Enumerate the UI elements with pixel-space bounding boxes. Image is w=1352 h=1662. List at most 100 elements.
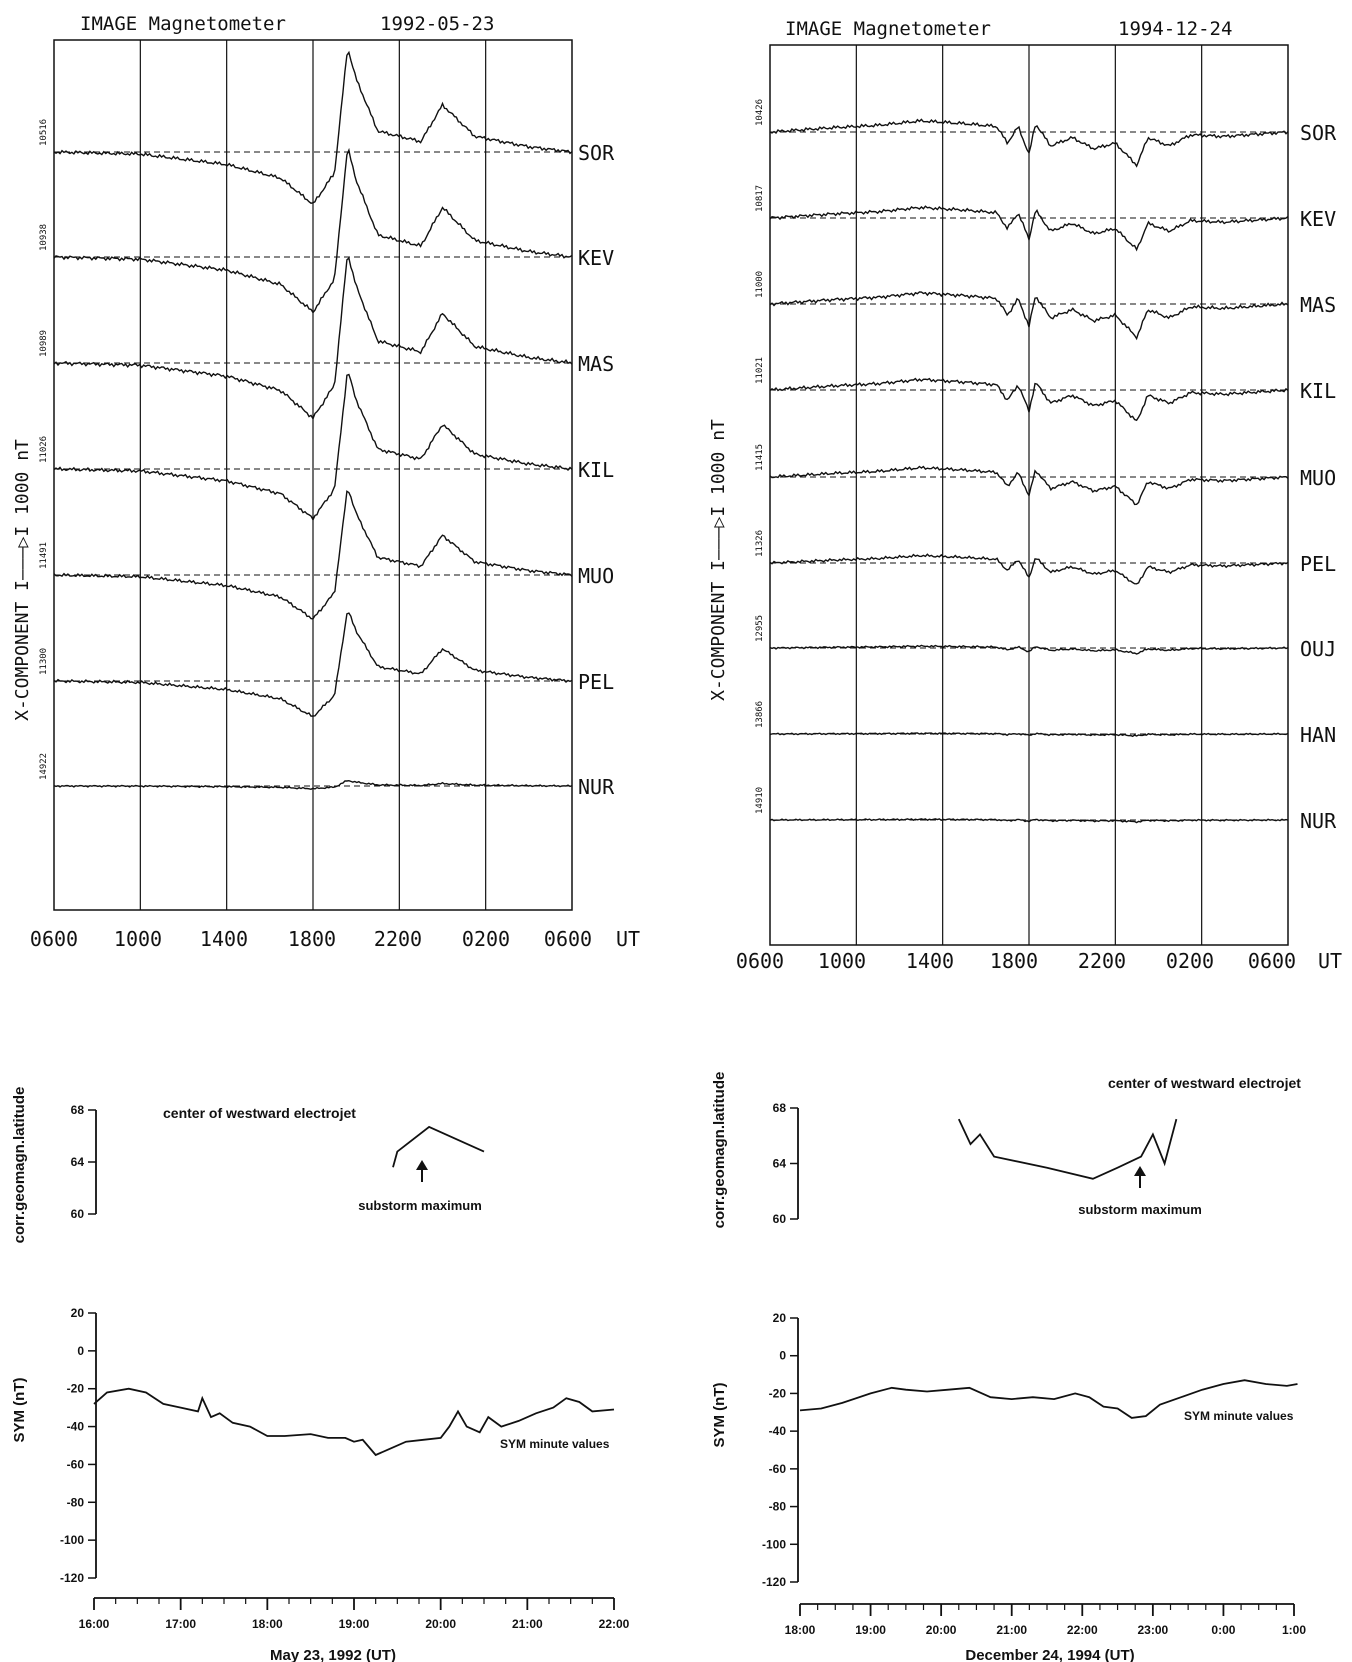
sym1-ytick: -60 [67,1457,85,1471]
mag1-xtick: 1800 [288,927,336,951]
sym2-axis: 20 0 -20 -40 -60 -80 -100 -120 18:00 19:00 20:00 21… [762,1311,1306,1637]
mag-trace-ouj [769,644,1289,655]
sym2-ytick: -60 [769,1462,787,1476]
mag2-xtick: 0200 [1166,949,1214,973]
sym1-xlabel: May 23, 1992 (UT) [270,1647,396,1662]
lat2-ylabel: corr.geomagn.latitude [711,1072,728,1229]
sym1-axis: 20 0 -20 -40 -60 -80 -100 -120 16:00 17:00 18:00 19… [60,1306,630,1631]
mag-trace-sor [769,118,1289,168]
lat2-arrow [1134,1166,1146,1188]
mag1-xtick: 1000 [114,927,162,951]
lat1-ytick: 64 [71,1155,85,1169]
station-label: KEV [578,246,614,270]
mag1-xtick: 0600 [544,927,592,951]
sym1-ytick: -100 [60,1533,84,1547]
lat1-annotation: center of westward electrojet [163,1105,356,1121]
mag2-xtick: 1400 [906,949,954,973]
station-label: HAN [1300,723,1336,747]
sym1-ytick: -120 [60,1571,84,1585]
lat-panel-1992: corr.geomagn.latitude 68 64 60 center of w… [11,1087,485,1244]
mag-trace-kev [53,147,573,314]
sym2-xtick: 23:00 [1138,1623,1169,1637]
mag-trace-muo [53,490,573,620]
lat2-axis: 68 64 60 [773,1101,799,1226]
mag-trace-han [769,732,1289,738]
lat1-series-line [392,1125,485,1168]
lat1-axis: 68 64 60 [71,1103,97,1221]
mag2-xticks: 0600 1000 1400 1800 2200 0200 0600 UT [736,949,1342,973]
station-label: KIL [1300,379,1336,403]
mag1-gridlines [139,40,487,910]
station-label: KEV [1300,207,1336,231]
station-label: PEL [1300,552,1336,576]
mag-trace-kil [769,377,1289,422]
sym2-xlabel: December 24, 1994 (UT) [965,1647,1134,1662]
mag2-title: IMAGE Magnetometer [785,18,991,40]
sym2-ylabel: SYM (nT) [711,1383,728,1448]
mag1-xtick: 2200 [374,927,422,951]
sym-panel-1994: SYM (nT) 20 0 -20 -40 -60 -80 -100 -120 18:00 19:… [711,1311,1306,1662]
sym1-xtick: 17:00 [165,1617,196,1631]
station-label: MAS [578,352,614,376]
sym1-xtick: 19:00 [339,1617,370,1631]
lat2-ytick: 64 [773,1157,787,1171]
mag-panel-1992: IMAGE Magnetometer 1992-05-23 X-COMPONEN… [12,13,640,951]
mag-trace-pel [53,612,573,717]
sym2-xtick: 19:00 [855,1623,886,1637]
mag-trace-muo [769,465,1289,506]
mag1-date: 1992-05-23 [380,13,494,35]
mag2-xtick: 1800 [990,949,1038,973]
mag-trace-pel [769,553,1289,585]
baseline-value: 10989 [39,330,49,357]
lat1-ylabel: corr.geomagn.latitude [11,1087,28,1244]
sym1-series-line [93,1387,615,1457]
mag1-title: IMAGE Magnetometer [80,13,286,35]
baseline-value: 11326 [755,530,765,557]
sym2-xtick: 18:00 [785,1623,816,1637]
sym2-ytick: 20 [773,1311,787,1325]
sym2-xtick: 21:00 [996,1623,1027,1637]
mag1-xticks: 0600 1000 1400 1800 2200 0200 0600 UT [30,927,640,951]
baseline-value: 11300 [39,648,49,675]
lat1-ytick: 60 [71,1207,85,1221]
mag2-xtick: 0600 [1248,949,1296,973]
baseline-value: 11000 [755,271,765,298]
mag2-date: 1994-12-24 [1118,18,1232,40]
sym1-ytick: 0 [77,1344,84,1358]
sym2-xtick: 0:00 [1211,1623,1235,1637]
sym1-xtick: 20:00 [425,1617,456,1631]
lat1-arrow [416,1160,428,1182]
sym2-xtick: 1:00 [1282,1623,1306,1637]
mag2-ylabel: X-COMPONENT I———▷I 1000 nT [708,419,729,701]
baseline-value: 10938 [39,224,49,251]
baseline-value: 11491 [39,542,49,569]
baseline-value: 10516 [39,119,49,146]
mag2-xunit: UT [1318,949,1342,973]
sym1-xtick: 18:00 [252,1617,283,1631]
lat2-ytick: 60 [773,1212,787,1226]
sym1-series-label: SYM minute values [500,1437,610,1451]
station-label: KIL [578,458,614,482]
mag1-xunit: UT [616,927,640,951]
mag1-ylabel: X-COMPONENT I———▷I 1000 nT [12,439,33,721]
sym2-ytick: -100 [762,1537,786,1551]
sym1-ytick: 20 [71,1306,85,1320]
sym2-xtick: 22:00 [1067,1623,1098,1637]
sym2-ytick: -80 [769,1500,787,1514]
mag-trace-mas [769,291,1289,341]
mag-trace-nur [53,779,573,791]
lat-panel-1994: corr.geomagn.latitude 68 64 60 center of w… [711,1072,1301,1229]
sym1-ytick: -20 [67,1382,85,1396]
lat2-series-line [957,1118,1178,1180]
sym1-ytick: -80 [67,1495,85,1509]
sym2-ytick: 0 [779,1349,786,1363]
mag1-xtick: 0600 [30,927,78,951]
mag-panel-1994: IMAGE Magnetometer 1994-12-24 X-COMPONEN… [708,18,1342,973]
mag2-xtick: 2200 [1078,949,1126,973]
sym1-xtick: 16:00 [79,1617,110,1631]
baseline-value: 11415 [755,444,765,471]
baseline-value: 12955 [755,615,765,642]
mag-trace-mas [53,256,573,421]
baseline-value: 11026 [39,436,49,463]
